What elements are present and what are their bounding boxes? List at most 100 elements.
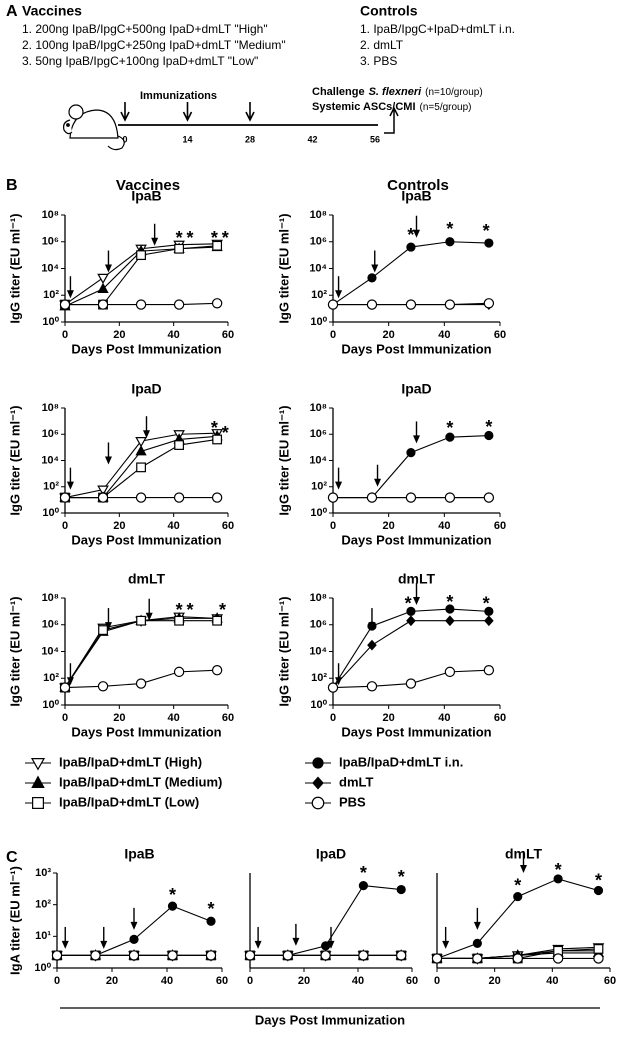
circle-open	[483, 298, 495, 309]
significance-star: *	[446, 219, 453, 239]
circle-filled	[167, 901, 178, 911]
circle-filled	[472, 938, 482, 948]
x-tick-label: 20	[489, 975, 501, 987]
significance-star: *	[211, 418, 218, 438]
y-tick-label: 10⁴	[309, 645, 327, 657]
y-axis-label: IgG titer (EU ml⁻¹)	[276, 596, 291, 706]
arrow-head	[143, 430, 150, 439]
legend-label: IpaB/IpaD+dmLT (Medium)	[59, 774, 222, 789]
significance-star: *	[186, 600, 193, 620]
legend-label: PBS	[339, 794, 366, 809]
arrow-head	[254, 940, 262, 949]
x-axis-label: Days Post Immunization	[71, 532, 221, 547]
square-open	[212, 240, 223, 251]
control-item: 2. dmLT	[360, 38, 404, 52]
x-tick-label: 20	[113, 520, 125, 532]
systemic-n: (n=5/group)	[420, 102, 472, 113]
circle-open	[405, 678, 417, 689]
y-tick-label: 10²	[43, 672, 59, 684]
mouse-icon	[63, 104, 125, 151]
x-tick-label: 40	[546, 975, 558, 987]
y-tick-label: 10³	[35, 867, 51, 879]
x-tick-label: 20	[113, 712, 125, 724]
x-tick-label: 40	[438, 329, 450, 341]
challenge-text: Challenge	[312, 86, 365, 98]
x-axis-label: Days Post Immunization	[71, 724, 221, 739]
circle-open	[396, 950, 407, 961]
chart-title: IpaD	[131, 381, 161, 397]
vaccine-item: 3. 50ng IpaB/IpgC+100ng IpaD+dmLT "Low"	[22, 54, 258, 68]
y-tick-label: 10⁰	[310, 699, 327, 711]
x-tick-label: 60	[494, 329, 506, 341]
day-label: 28	[245, 134, 255, 144]
x-axis-label: Days Post Immunization	[341, 532, 491, 547]
legend-label: IpaB/IpaD+dmLT (High)	[59, 754, 202, 769]
chart-title: dmLT	[128, 571, 166, 587]
arrow-head	[145, 612, 153, 621]
y-tick-label: 10⁰	[310, 507, 327, 519]
arrow-head	[104, 622, 112, 631]
circle-open	[327, 682, 339, 693]
circle-filled	[358, 881, 368, 891]
x-tick-label: 20	[383, 329, 395, 341]
y-tick-label: 10⁶	[42, 236, 59, 248]
x-tick-label: 0	[62, 329, 68, 341]
systemic-label: Systemic ASCs/CMI (n=5/group)	[312, 101, 472, 113]
diamond-filled	[312, 776, 324, 790]
challenge-organism: S. flexneri	[369, 86, 423, 98]
x-axis-label: Days Post Immunization	[341, 341, 491, 356]
significance-star: *	[222, 423, 229, 443]
x-tick-label: 0	[330, 329, 336, 341]
x-tick-label: 40	[161, 975, 173, 987]
circle-open	[327, 492, 339, 503]
y-tick-label: 10⁶	[42, 428, 59, 440]
y-tick-label: 10⁰	[42, 507, 59, 519]
x-tick-label: 20	[106, 975, 118, 987]
significance-star: *	[405, 594, 412, 614]
arrow-head	[151, 237, 159, 246]
triangle-down-open	[30, 758, 46, 771]
arrow-head	[335, 481, 343, 490]
y-tick-label: 10⁰	[34, 962, 51, 974]
circle-open	[512, 953, 523, 964]
column-title: Controls	[387, 177, 449, 194]
x-tick-label: 60	[222, 329, 234, 341]
circle-filled	[445, 237, 455, 247]
y-axis-label: IgG titer (EU ml⁻¹)	[276, 405, 291, 515]
circle-open	[59, 492, 71, 503]
circle-filled	[396, 884, 406, 895]
control-item: 1. IpaB/IpgC+IpaD+dmLT i.n.	[360, 22, 515, 36]
x-tick-label: 0	[62, 712, 68, 724]
arrow-head	[66, 481, 74, 490]
legend-label: IpaB/IpaD+dmLT i.n.	[339, 754, 463, 769]
y-tick-label: 10⁴	[309, 454, 327, 466]
x-tick-label: 0	[54, 975, 60, 987]
day-label: 42	[307, 134, 317, 144]
triangle-up-filled	[135, 445, 147, 456]
timeline-label: Immunizations	[140, 90, 217, 102]
circle-open	[211, 664, 223, 676]
x-tick-label: 60	[222, 520, 234, 532]
y-tick-label: 10⁶	[42, 619, 59, 631]
y-axis-label: IgG titer (EU ml⁻¹)	[7, 405, 22, 515]
legend-label: IpaB/IpaD+dmLT (Low)	[59, 794, 199, 809]
circle-open	[366, 492, 378, 503]
series-line	[333, 434, 489, 499]
circle-filled	[312, 757, 324, 769]
immunization-arrow	[120, 102, 130, 122]
circle-filled	[553, 874, 563, 884]
circle-open	[211, 492, 223, 503]
arrow-head	[100, 940, 108, 949]
x-tick-label: 60	[222, 712, 234, 724]
circle-open	[173, 299, 185, 310]
circle-open	[135, 299, 147, 310]
arrow-head	[520, 865, 527, 873]
arrow-head	[371, 264, 379, 273]
x-tick-label: 20	[113, 329, 125, 341]
triangle-down-open	[135, 437, 147, 448]
x-tick-label: 20	[383, 520, 395, 532]
x-tick-label: 40	[438, 520, 450, 532]
circle-open	[405, 492, 417, 503]
chart-title: IpaD	[401, 381, 431, 397]
